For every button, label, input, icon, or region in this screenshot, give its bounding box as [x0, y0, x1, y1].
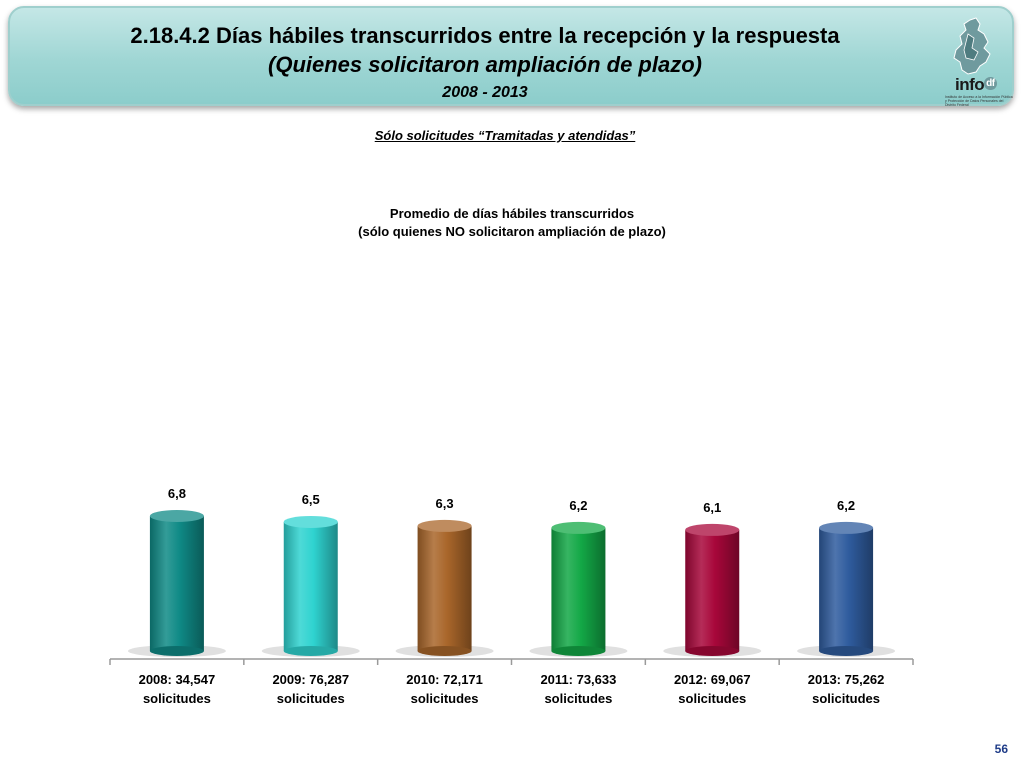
bar-0: [149, 516, 204, 651]
category-label-1-0: 2009: 76,287: [272, 672, 349, 687]
value-label-1: 6,5: [302, 492, 320, 507]
category-label-2-1: solicitudes: [411, 691, 479, 706]
category-label-3-1: solicitudes: [544, 691, 612, 706]
value-label-0: 6,8: [168, 486, 186, 501]
page-title: 2.18.4.2 Días hábiles transcurridos entr…: [130, 23, 840, 48]
category-label-0-0: 2008: 34,547: [139, 672, 216, 687]
value-label-2: 6,3: [436, 496, 454, 511]
category-label-4-1: solicitudes: [678, 691, 746, 706]
bar-base-cap: [417, 646, 472, 656]
logo-word: info: [955, 75, 985, 94]
header-banner: 2.18.4.2 Días hábiles transcurridos entr…: [8, 6, 1014, 106]
bar-2: [417, 525, 472, 651]
value-label-3: 6,2: [569, 498, 587, 513]
bar-3: [551, 527, 606, 651]
logo-caption: Instituto de Acceso a la Información Púb…: [945, 95, 1013, 107]
chart-title-line-1: Promedio de días hábiles transcurridos: [389, 206, 635, 221]
bar-top-cap: [819, 521, 874, 534]
value-label-5: 6,2: [837, 498, 855, 513]
bar-5: [819, 527, 874, 651]
section-note: Sólo solicitudes “Tramitadas y atendidas…: [374, 128, 636, 143]
page-subtitle: (Quienes solicitaron ampliación de plazo…: [268, 52, 702, 77]
info-logo: info df: [955, 75, 1015, 95]
logo-badge: df: [984, 77, 997, 90]
category-label-0-1: solicitudes: [143, 691, 211, 706]
bar-top-cap: [283, 515, 338, 528]
bar-base-cap: [551, 646, 606, 656]
bar-top-cap: [149, 510, 204, 522]
page-number: 56: [994, 742, 1008, 756]
category-label-4-0: 2012: 69,067: [674, 672, 751, 687]
bar-base-cap: [819, 646, 874, 656]
bar-base-cap: [283, 646, 338, 656]
category-label-5-1: solicitudes: [812, 691, 880, 706]
bar-4: [685, 529, 740, 651]
map-logo-icon: [953, 17, 991, 75]
page-years: 2008 - 2013: [442, 84, 528, 101]
chart-title-line-2: (sólo quienes NO solicitaron ampliación …: [358, 224, 666, 239]
bar-base-cap: [685, 646, 740, 656]
bar-top-cap: [417, 519, 472, 532]
category-label-2-0: 2010: 72,171: [406, 672, 483, 687]
bar-base-cap: [149, 646, 204, 656]
category-label-5-0: 2013: 75,262: [808, 672, 885, 687]
bar-top-cap: [685, 523, 740, 536]
category-label-3-0: 2011: 73,633: [540, 672, 616, 687]
bar-1: [283, 521, 338, 651]
bar-top-cap: [551, 521, 606, 534]
value-label-4: 6,1: [703, 500, 721, 515]
chart-title: Promedio de días hábiles transcurridos (…: [0, 205, 1024, 241]
category-label-1-1: solicitudes: [277, 691, 345, 706]
